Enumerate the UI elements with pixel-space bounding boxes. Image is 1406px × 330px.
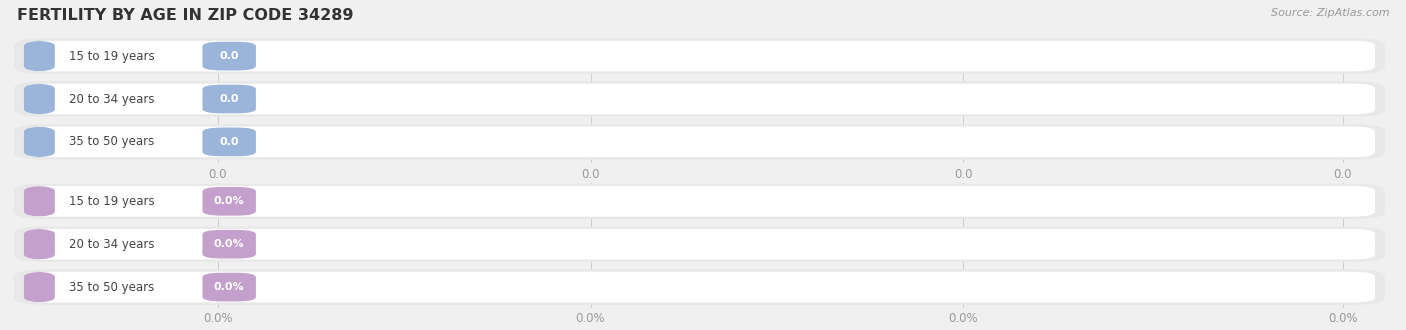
Text: FERTILITY BY AGE IN ZIP CODE 34289: FERTILITY BY AGE IN ZIP CODE 34289 bbox=[17, 8, 353, 23]
Text: 20 to 34 years: 20 to 34 years bbox=[69, 92, 155, 106]
Text: 0.0%: 0.0% bbox=[214, 282, 245, 292]
FancyBboxPatch shape bbox=[24, 229, 55, 259]
FancyBboxPatch shape bbox=[202, 42, 256, 70]
FancyBboxPatch shape bbox=[24, 84, 55, 115]
FancyBboxPatch shape bbox=[24, 127, 1375, 157]
Text: 0.0: 0.0 bbox=[219, 137, 239, 147]
FancyBboxPatch shape bbox=[24, 186, 1375, 216]
FancyBboxPatch shape bbox=[24, 186, 55, 216]
Text: 0.0: 0.0 bbox=[219, 51, 239, 61]
FancyBboxPatch shape bbox=[24, 84, 1375, 115]
FancyBboxPatch shape bbox=[24, 272, 55, 302]
FancyBboxPatch shape bbox=[202, 128, 256, 156]
Text: 0.0%: 0.0% bbox=[1327, 312, 1358, 325]
Text: 0.0%: 0.0% bbox=[202, 312, 233, 325]
FancyBboxPatch shape bbox=[14, 38, 1385, 74]
FancyBboxPatch shape bbox=[202, 85, 256, 114]
FancyBboxPatch shape bbox=[24, 229, 1375, 259]
Text: 0.0: 0.0 bbox=[953, 168, 973, 182]
Text: 0.0: 0.0 bbox=[1333, 168, 1353, 182]
FancyBboxPatch shape bbox=[14, 183, 1385, 219]
FancyBboxPatch shape bbox=[202, 187, 256, 216]
Text: Source: ZipAtlas.com: Source: ZipAtlas.com bbox=[1271, 8, 1389, 18]
Text: 35 to 50 years: 35 to 50 years bbox=[69, 135, 155, 148]
FancyBboxPatch shape bbox=[24, 272, 1375, 302]
FancyBboxPatch shape bbox=[14, 269, 1385, 305]
Text: 0.0%: 0.0% bbox=[214, 196, 245, 206]
FancyBboxPatch shape bbox=[14, 124, 1385, 160]
Text: 0.0: 0.0 bbox=[581, 168, 600, 182]
Text: 0.0%: 0.0% bbox=[214, 239, 245, 249]
Text: 20 to 34 years: 20 to 34 years bbox=[69, 238, 155, 251]
FancyBboxPatch shape bbox=[14, 226, 1385, 262]
Text: 15 to 19 years: 15 to 19 years bbox=[69, 195, 155, 208]
Text: 0.0: 0.0 bbox=[219, 94, 239, 104]
Text: 15 to 19 years: 15 to 19 years bbox=[69, 50, 155, 63]
FancyBboxPatch shape bbox=[14, 82, 1385, 117]
FancyBboxPatch shape bbox=[24, 127, 55, 157]
FancyBboxPatch shape bbox=[24, 41, 1375, 72]
Text: 0.0: 0.0 bbox=[208, 168, 228, 182]
Text: 35 to 50 years: 35 to 50 years bbox=[69, 280, 155, 294]
Text: 0.0%: 0.0% bbox=[575, 312, 606, 325]
Text: 0.0%: 0.0% bbox=[948, 312, 979, 325]
FancyBboxPatch shape bbox=[202, 230, 256, 259]
FancyBboxPatch shape bbox=[202, 273, 256, 302]
FancyBboxPatch shape bbox=[24, 41, 55, 72]
